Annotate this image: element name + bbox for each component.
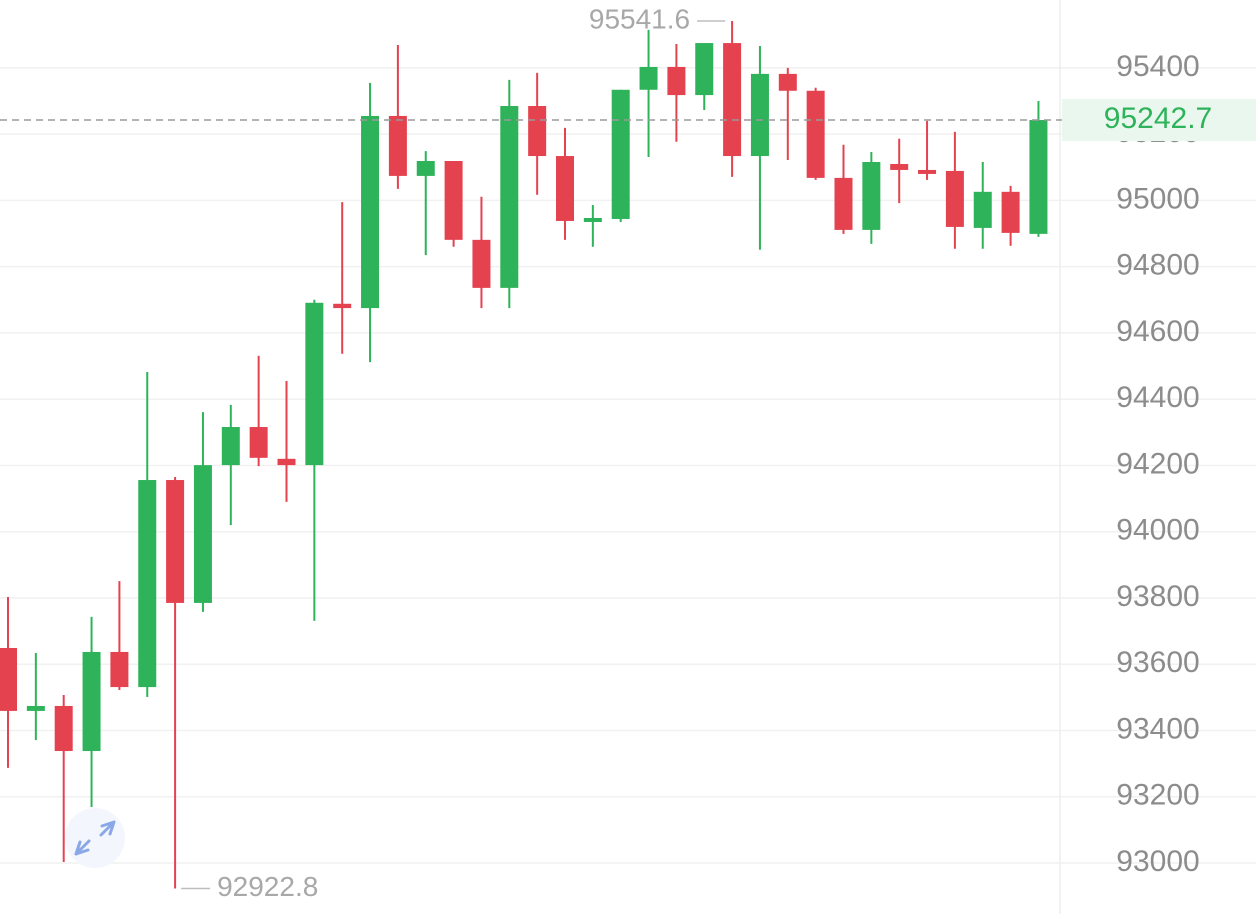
y-tick-label: 94400 bbox=[1116, 381, 1199, 414]
candle-body bbox=[667, 66, 686, 96]
candle-body bbox=[1029, 120, 1048, 234]
y-tick-label: 93600 bbox=[1116, 646, 1199, 679]
candle-body bbox=[138, 480, 157, 688]
candle-body bbox=[778, 73, 797, 91]
expand-icon[interactable] bbox=[65, 808, 125, 868]
candle-body bbox=[193, 465, 212, 603]
candle-body bbox=[249, 427, 268, 458]
candle-body bbox=[695, 43, 714, 96]
candle-body bbox=[723, 43, 742, 157]
candle-body bbox=[26, 705, 45, 711]
candle-body bbox=[0, 647, 17, 711]
last-price-box bbox=[1062, 99, 1256, 142]
candle-body bbox=[639, 66, 658, 90]
candle-body bbox=[834, 177, 853, 230]
y-tick-label: 95400 bbox=[1116, 50, 1199, 83]
candle-body bbox=[305, 302, 324, 466]
y-tick-label: 94800 bbox=[1116, 249, 1199, 282]
candle-body bbox=[806, 90, 825, 178]
candle-body bbox=[333, 303, 352, 309]
candle-body bbox=[361, 115, 380, 309]
candle-body bbox=[945, 170, 964, 227]
candle-body bbox=[54, 705, 73, 752]
candle-body bbox=[110, 651, 129, 688]
candle-body bbox=[750, 73, 769, 157]
expand-icon-arrows[interactable] bbox=[74, 820, 116, 856]
y-tick-label: 93000 bbox=[1116, 845, 1199, 878]
y-tick-label: 93200 bbox=[1116, 779, 1199, 812]
min-label: 92922.8 bbox=[217, 871, 318, 902]
y-tick-label: 93800 bbox=[1116, 580, 1199, 613]
candle-body bbox=[388, 115, 407, 176]
candle-body bbox=[500, 106, 519, 288]
y-tick-label: 94000 bbox=[1116, 514, 1199, 547]
candle-body bbox=[277, 458, 296, 466]
last-price-label: 95242.7 bbox=[1104, 102, 1212, 135]
y-tick-label: 95000 bbox=[1116, 182, 1199, 215]
max-label: 95541.6 bbox=[589, 3, 690, 34]
y-tick-label: 94200 bbox=[1116, 447, 1199, 480]
candle-body bbox=[890, 163, 909, 170]
y-tick-label: 93400 bbox=[1116, 712, 1199, 745]
candle-body bbox=[973, 191, 992, 228]
candle-body bbox=[444, 161, 463, 240]
candle-body bbox=[416, 161, 435, 176]
y-tick-label: 94600 bbox=[1116, 315, 1199, 348]
candle-body bbox=[528, 106, 547, 157]
candle-body bbox=[611, 89, 630, 219]
expand-icon-bg[interactable] bbox=[65, 808, 125, 868]
candle-body bbox=[1001, 191, 1020, 233]
candle-body bbox=[918, 169, 937, 174]
candle-body bbox=[862, 161, 881, 230]
candle-body bbox=[556, 156, 574, 221]
candle-body bbox=[221, 427, 240, 466]
candle-body bbox=[82, 651, 101, 752]
candle-body bbox=[583, 217, 602, 222]
candle-body bbox=[472, 239, 491, 288]
candle-body bbox=[166, 480, 185, 603]
